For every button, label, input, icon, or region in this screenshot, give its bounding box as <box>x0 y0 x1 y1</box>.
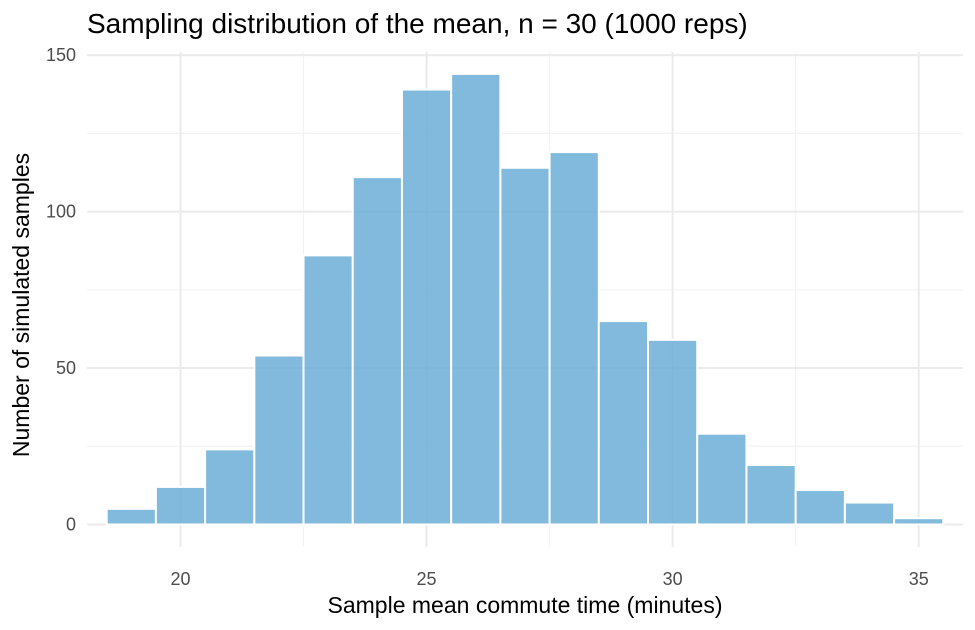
y-axis-tick-labels: 0 50 100 150 <box>46 45 76 534</box>
histogram-bar <box>745 464 797 526</box>
histogram-bar <box>843 501 896 526</box>
y-tick-label: 150 <box>46 45 76 65</box>
y-tick-label: 0 <box>66 514 76 534</box>
histogram-bar <box>794 489 846 526</box>
y-tick-label: 100 <box>46 202 76 222</box>
x-axis-title: Sample mean commute time (minutes) <box>328 592 723 618</box>
y-tick-label: 50 <box>56 358 76 378</box>
x-axis-tick-labels: 20 25 30 35 <box>170 569 928 589</box>
histogram-bar <box>204 448 256 526</box>
chart-title: Sampling distribution of the mean, n = 3… <box>87 8 748 39</box>
histogram-bar <box>548 151 600 526</box>
histogram-bar <box>696 432 748 526</box>
x-tick-label: 20 <box>170 569 190 589</box>
histogram-bar <box>302 254 354 526</box>
x-tick-label: 30 <box>663 569 683 589</box>
y-axis-title: Number of simulated samples <box>8 153 34 457</box>
histogram-bar <box>351 176 403 526</box>
histogram-bar <box>647 338 699 526</box>
histogram-bar <box>154 485 207 526</box>
histogram-bar <box>105 507 157 526</box>
histogram-bar <box>499 166 551 526</box>
histogram-bars <box>105 72 945 526</box>
histogram-bar <box>893 517 945 526</box>
histogram-bar <box>400 88 453 526</box>
histogram-bar <box>253 354 305 526</box>
histogram-bar <box>450 72 502 526</box>
histogram-bar <box>597 320 650 526</box>
x-tick-label: 35 <box>909 569 929 589</box>
x-tick-label: 25 <box>417 569 437 589</box>
